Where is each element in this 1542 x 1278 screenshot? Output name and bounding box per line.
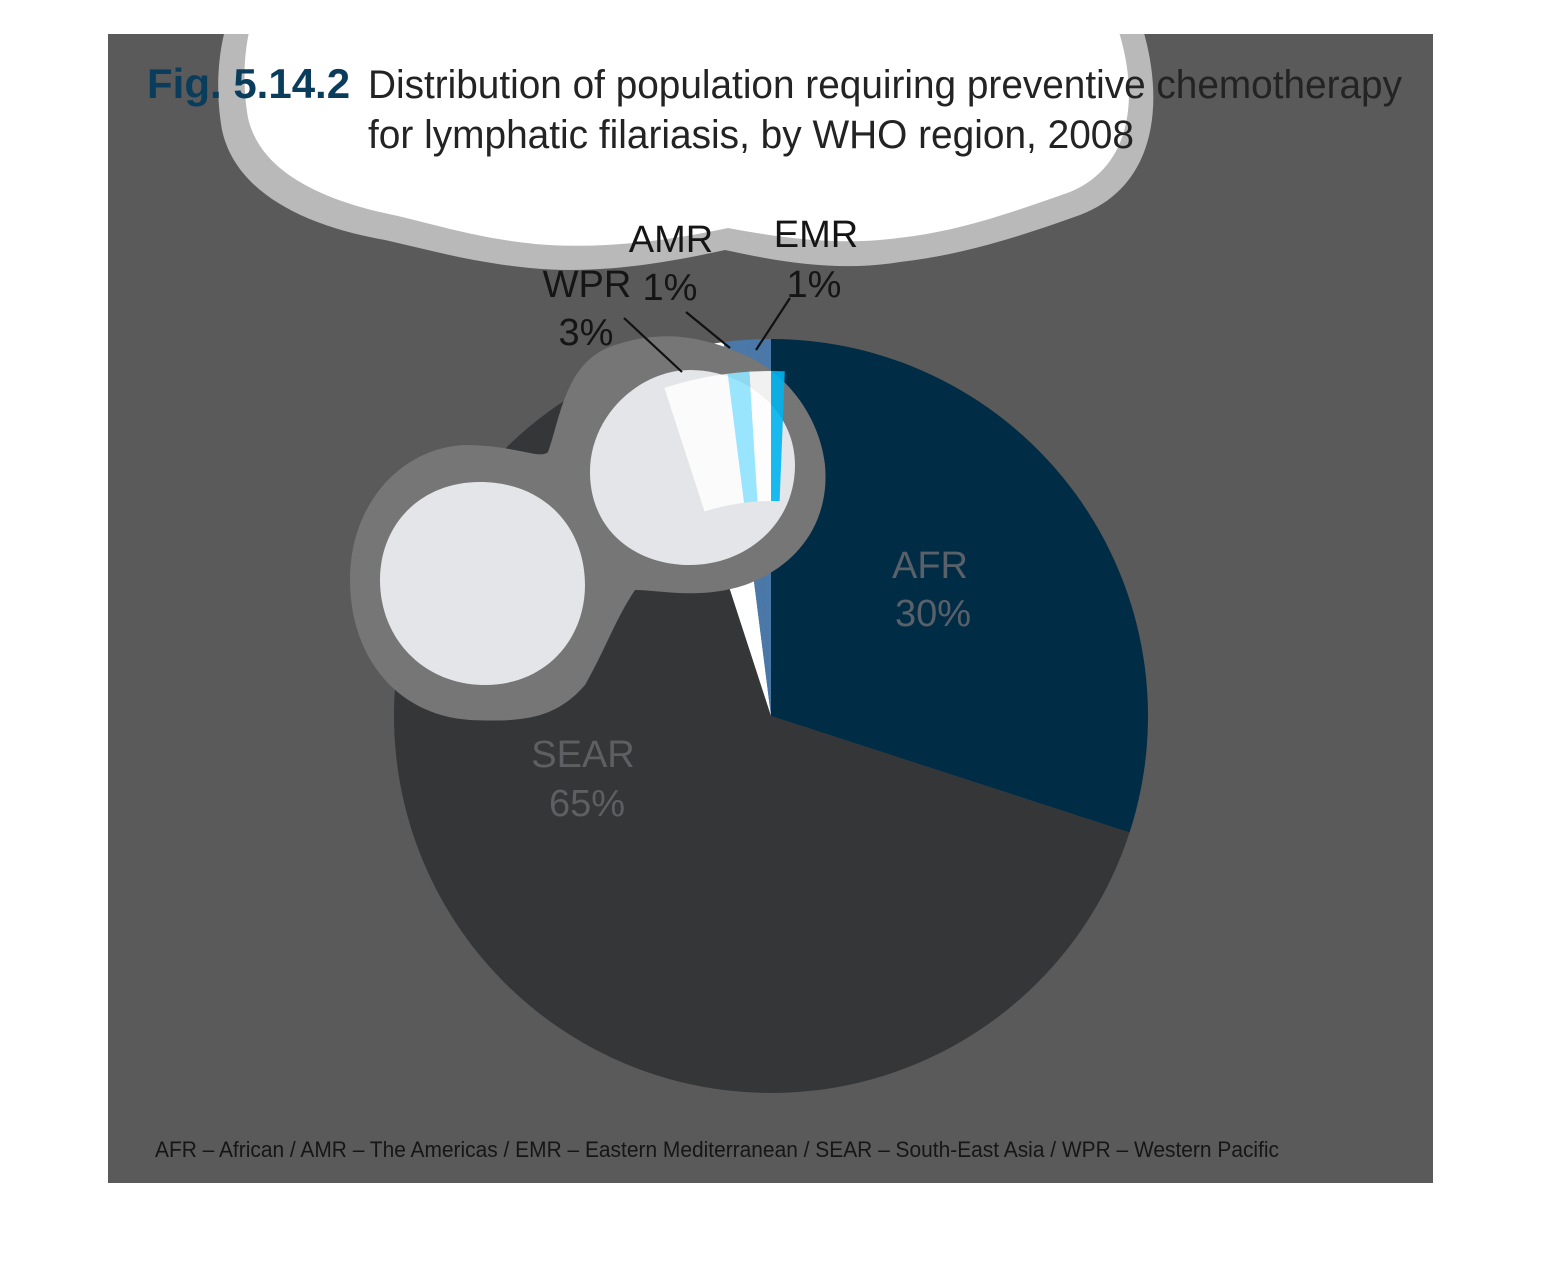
wpr-percent: 3% <box>559 312 614 354</box>
emr-label: EMR <box>774 214 858 256</box>
wpr-label: WPR <box>543 264 632 306</box>
emr-percent: 1% <box>787 264 842 306</box>
title-line-2: for lymphatic filariasis, by WHO region,… <box>368 113 1134 157</box>
amr-leader-line <box>685 311 731 349</box>
amr-label: AMR <box>629 219 713 261</box>
inset-slice-wpr <box>664 373 745 512</box>
afr-label: AFR <box>892 545 968 587</box>
sear-label: SEAR <box>531 734 634 776</box>
sear-percent: 65% <box>549 783 625 825</box>
amr-percent: 1% <box>643 267 698 309</box>
title-bubble <box>244 34 1129 246</box>
afr-percent: 30% <box>895 593 971 635</box>
emr-leader-line <box>755 297 791 351</box>
pie-slice-afr <box>771 339 1149 833</box>
figure-number: Fig. 5.14.2 <box>147 60 350 107</box>
title-line-1: Distribution of population requiring pre… <box>368 63 1402 107</box>
footnote: AFR – African / AMR – The Americas / EMR… <box>155 1137 1279 1162</box>
inset-slice-amr <box>727 371 758 503</box>
inset-slices <box>664 371 785 512</box>
wpr-leader-line <box>623 317 683 373</box>
inset-slice-emr <box>749 371 771 502</box>
inset-slice-afr <box>771 371 785 502</box>
